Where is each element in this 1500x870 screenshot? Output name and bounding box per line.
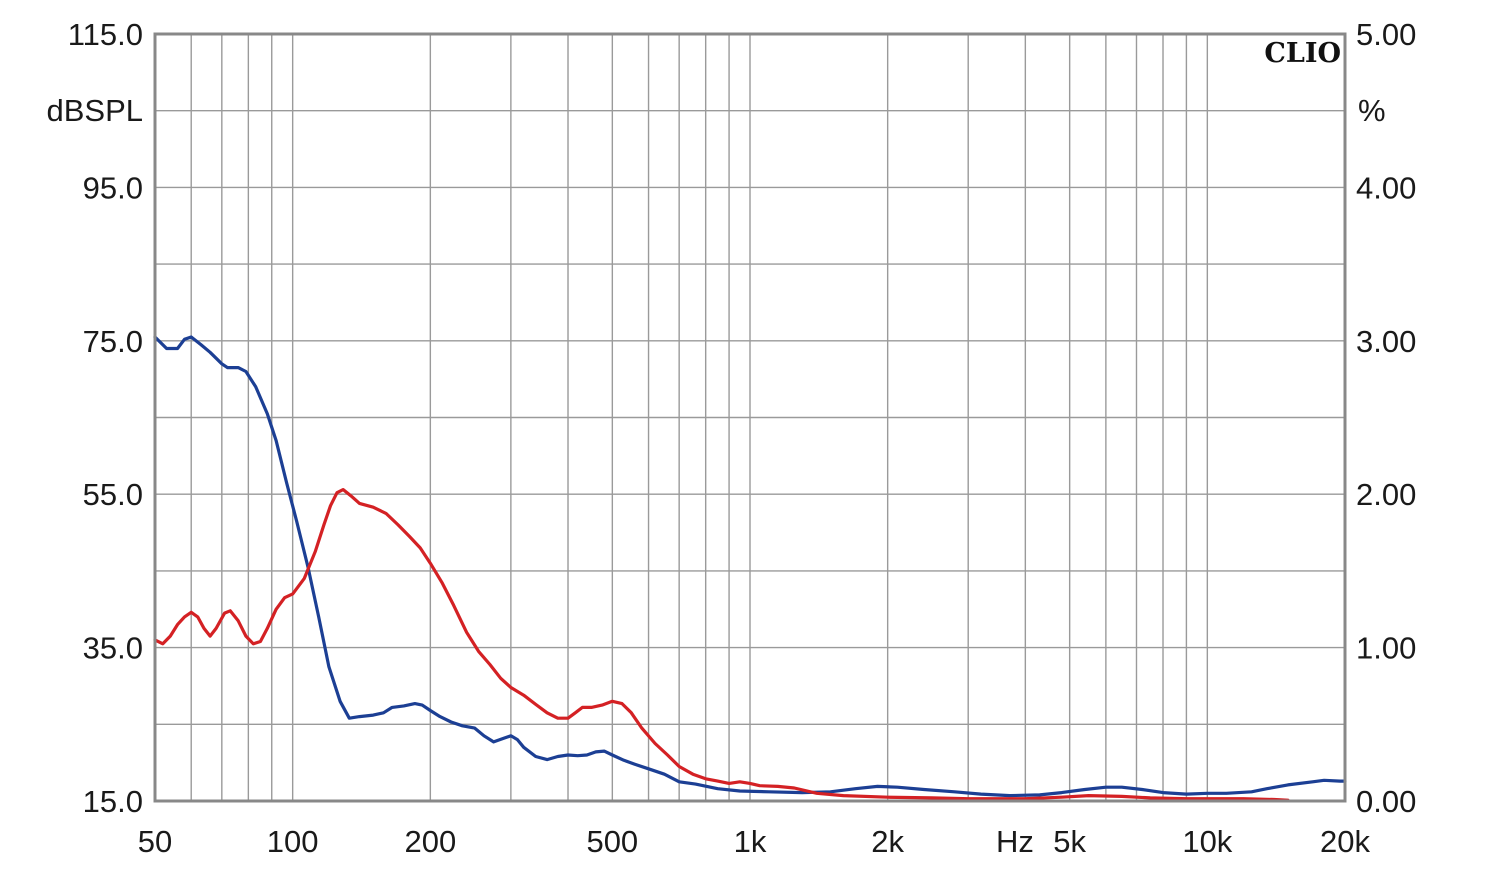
- left-axis-tick-label: 55.0: [83, 477, 143, 512]
- right-axis-tick-label: 5.00: [1356, 17, 1416, 52]
- x-axis-tick-label: 2k: [871, 824, 904, 859]
- x-axis-tick-label: 5k: [1053, 824, 1086, 859]
- series-layer: [153, 335, 1347, 802]
- right-axis-tick-label: 2.00: [1356, 477, 1416, 512]
- series-line-2: [153, 488, 1290, 802]
- left-axis-tick-label: 35.0: [83, 631, 143, 666]
- left-axis-tick-label: 15.0: [83, 784, 143, 819]
- right-axis-tick-label: 1.00: [1356, 631, 1416, 666]
- series-line-1: [153, 335, 1347, 798]
- left-unit-label: dBSPL: [46, 93, 143, 128]
- x-axis-tick-label: 50: [138, 824, 172, 859]
- right-axis-tick-label: 0.00: [1356, 784, 1416, 819]
- x-axis-tick-label: 500: [586, 824, 638, 859]
- x-axis-tick-label: 200: [404, 824, 456, 859]
- x-axis-tick-label: 100: [267, 824, 319, 859]
- left-axis-tick-label: 75.0: [83, 324, 143, 359]
- right-axis-tick-label: 4.00: [1356, 170, 1416, 205]
- left-axis-tick-label: 95.0: [83, 170, 143, 205]
- clio-brand-label: CLIO: [1264, 38, 1341, 69]
- x-tick-labels: 50 100 200 500 1k 2k 5k 10k 20k: [138, 824, 1371, 859]
- left-axis-tick-label: 115.0: [68, 17, 143, 52]
- right-tick-labels: 5.00 4.00 3.00 2.00 1.00 0.00: [1356, 17, 1416, 819]
- x-axis-tick-label: 1k: [734, 824, 767, 859]
- right-unit-label: %: [1358, 93, 1386, 128]
- grid-horizontal: [155, 109, 1345, 725]
- plot-frame: [153, 32, 1347, 803]
- x-axis-tick-label: 20k: [1320, 824, 1370, 859]
- x-unit-label: Hz: [996, 824, 1034, 859]
- left-tick-labels: 115.0 95.0 75.0 55.0 35.0 15.0: [68, 17, 143, 819]
- x-axis-tick-label: 10k: [1182, 824, 1232, 859]
- right-axis-tick-label: 3.00: [1356, 324, 1416, 359]
